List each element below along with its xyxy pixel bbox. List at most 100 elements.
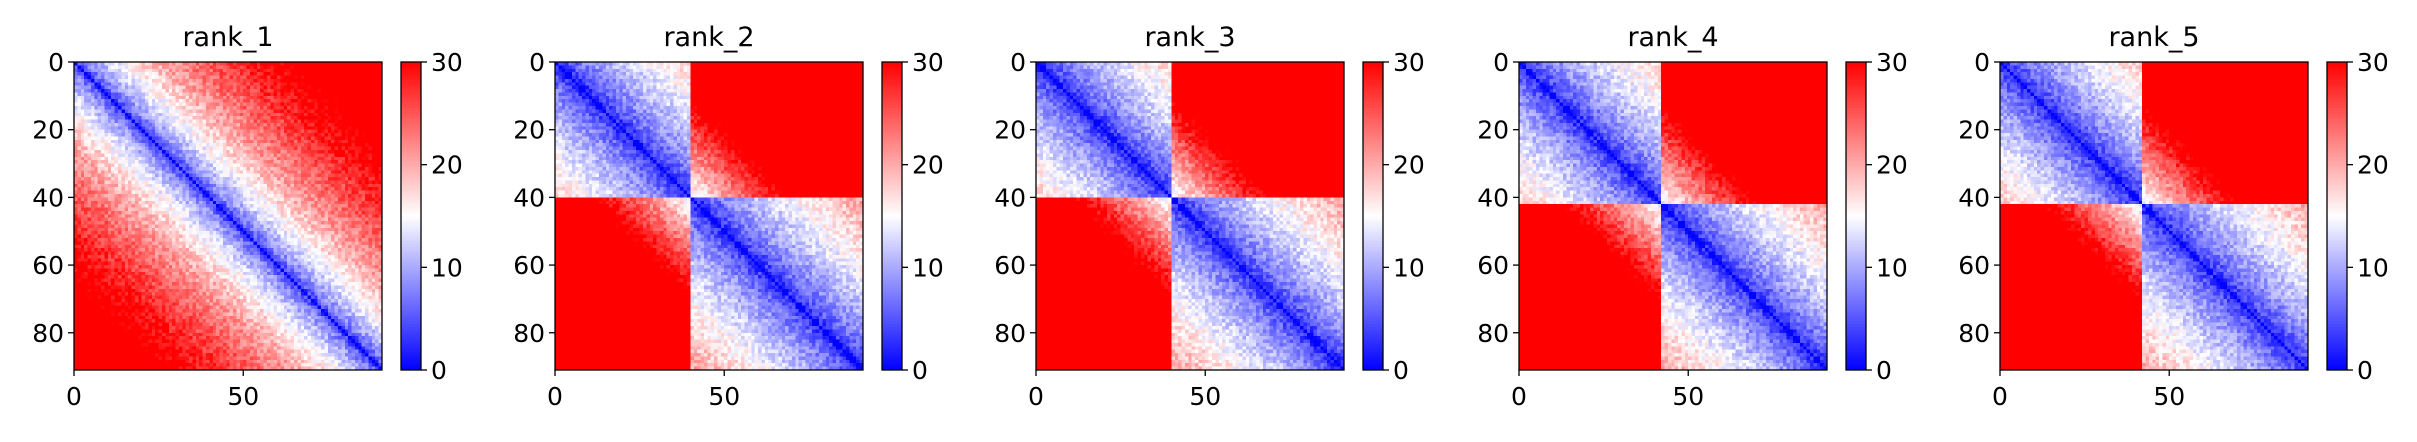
heatmap-cell [186, 143, 190, 147]
heatmap-cell [148, 153, 152, 157]
heatmap-cell [260, 123, 264, 127]
heatmap-cell [236, 204, 240, 208]
heatmap-cell [135, 153, 139, 157]
heatmap-cell [165, 123, 169, 127]
heatmap-cell [355, 99, 359, 103]
heatmap-cell [186, 116, 190, 120]
heatmap-cell [199, 187, 203, 191]
heatmap-cell [260, 116, 264, 120]
heatmap-cell [209, 109, 213, 113]
heatmap-cell [375, 65, 379, 69]
heatmap-cell [192, 187, 196, 191]
heatmap-cell [165, 180, 169, 184]
heatmap-cell [98, 65, 102, 69]
heatmap-cell [253, 197, 257, 201]
heatmap-cell [84, 174, 88, 178]
heatmap-cell [192, 116, 196, 120]
heatmap-cell [172, 116, 176, 120]
heatmap-cell [165, 143, 169, 147]
heatmap-cell [84, 123, 88, 127]
heatmap-cell [179, 197, 183, 201]
heatmap-cell [375, 204, 379, 208]
heatmap-cell [355, 86, 359, 90]
heatmap-cell [243, 116, 247, 120]
heatmap-cell [98, 130, 102, 134]
heatmap-cell [331, 180, 335, 184]
heatmap-cell [121, 130, 125, 134]
heatmap-cell [260, 86, 264, 90]
heatmap-cell [267, 136, 271, 140]
heatmap-cell [280, 116, 284, 120]
heatmap-cell [155, 99, 159, 103]
heatmap-cell [253, 204, 257, 208]
heatmap-cell [318, 116, 322, 120]
heatmap-cell [199, 136, 203, 140]
heatmap-cell [280, 79, 284, 83]
heatmap-cell [355, 116, 359, 120]
heatmap-cell [274, 167, 278, 171]
heatmap-cell [368, 160, 372, 164]
heatmap-cell [155, 167, 159, 171]
heatmap-cell [135, 167, 139, 171]
heatmap-cell [280, 197, 284, 201]
heatmap-cell [348, 143, 352, 147]
heatmap-cell [230, 180, 234, 184]
heatmap-cell [104, 143, 108, 147]
heatmap-cell [368, 204, 372, 208]
heatmap-cell [311, 72, 315, 76]
heatmap-cell [98, 153, 102, 157]
heatmap-cell [375, 153, 379, 157]
heatmap-cell [104, 160, 108, 164]
heatmap-cell [236, 187, 240, 191]
heatmap-cell [280, 153, 284, 157]
heatmap-cell [179, 130, 183, 134]
heatmap-cell [223, 136, 227, 140]
heatmap-cell [267, 123, 271, 127]
heatmap-cell [243, 79, 247, 83]
heatmap-cell [253, 92, 257, 96]
heatmap-cell [274, 123, 278, 127]
heatmap-cell [362, 174, 366, 178]
heatmap-cell [98, 204, 102, 208]
heatmap-cell [375, 79, 379, 83]
heatmap-cell [148, 130, 152, 134]
heatmap-cell [128, 99, 132, 103]
heatmap-cell [128, 143, 132, 147]
heatmap-cell [318, 99, 322, 103]
heatmap-cell [121, 123, 125, 127]
heatmap-cell [253, 153, 257, 157]
heatmap-cell [236, 143, 240, 147]
heatmap-cell [148, 167, 152, 171]
heatmap-cell [348, 197, 352, 201]
heatmap-cell [368, 72, 372, 76]
heatmap-cell [111, 174, 115, 178]
heatmap-cell [111, 197, 115, 201]
heatmap-cell [172, 86, 176, 90]
heatmap-cell [297, 92, 301, 96]
heatmap-cell [267, 92, 271, 96]
heatmap-cell [186, 167, 190, 171]
heatmap-cell [216, 143, 220, 147]
heatmap-cell [375, 143, 379, 147]
heatmap-cell [243, 65, 247, 69]
heatmap-cell [111, 167, 115, 171]
heatmap-cell [318, 204, 322, 208]
heatmap-cell [297, 79, 301, 83]
heatmap-cell [91, 123, 95, 127]
heatmap-cell [274, 143, 278, 147]
heatmap-cell [77, 109, 81, 113]
heatmap-cell [77, 86, 81, 90]
heatmap-cell [274, 160, 278, 164]
heatmap-cell [216, 197, 220, 201]
heatmap-cell [223, 86, 227, 90]
heatmap-cell [311, 116, 315, 120]
heatmap-cell [192, 174, 196, 178]
heatmap-cell [84, 79, 88, 83]
heatmap-cell [253, 99, 257, 103]
heatmap-cell [230, 160, 234, 164]
heatmap-cell [155, 174, 159, 178]
heatmap-cell [260, 153, 264, 157]
heatmap-cell [84, 136, 88, 140]
heatmap-cell [192, 160, 196, 164]
heatmap-cell [223, 160, 227, 164]
